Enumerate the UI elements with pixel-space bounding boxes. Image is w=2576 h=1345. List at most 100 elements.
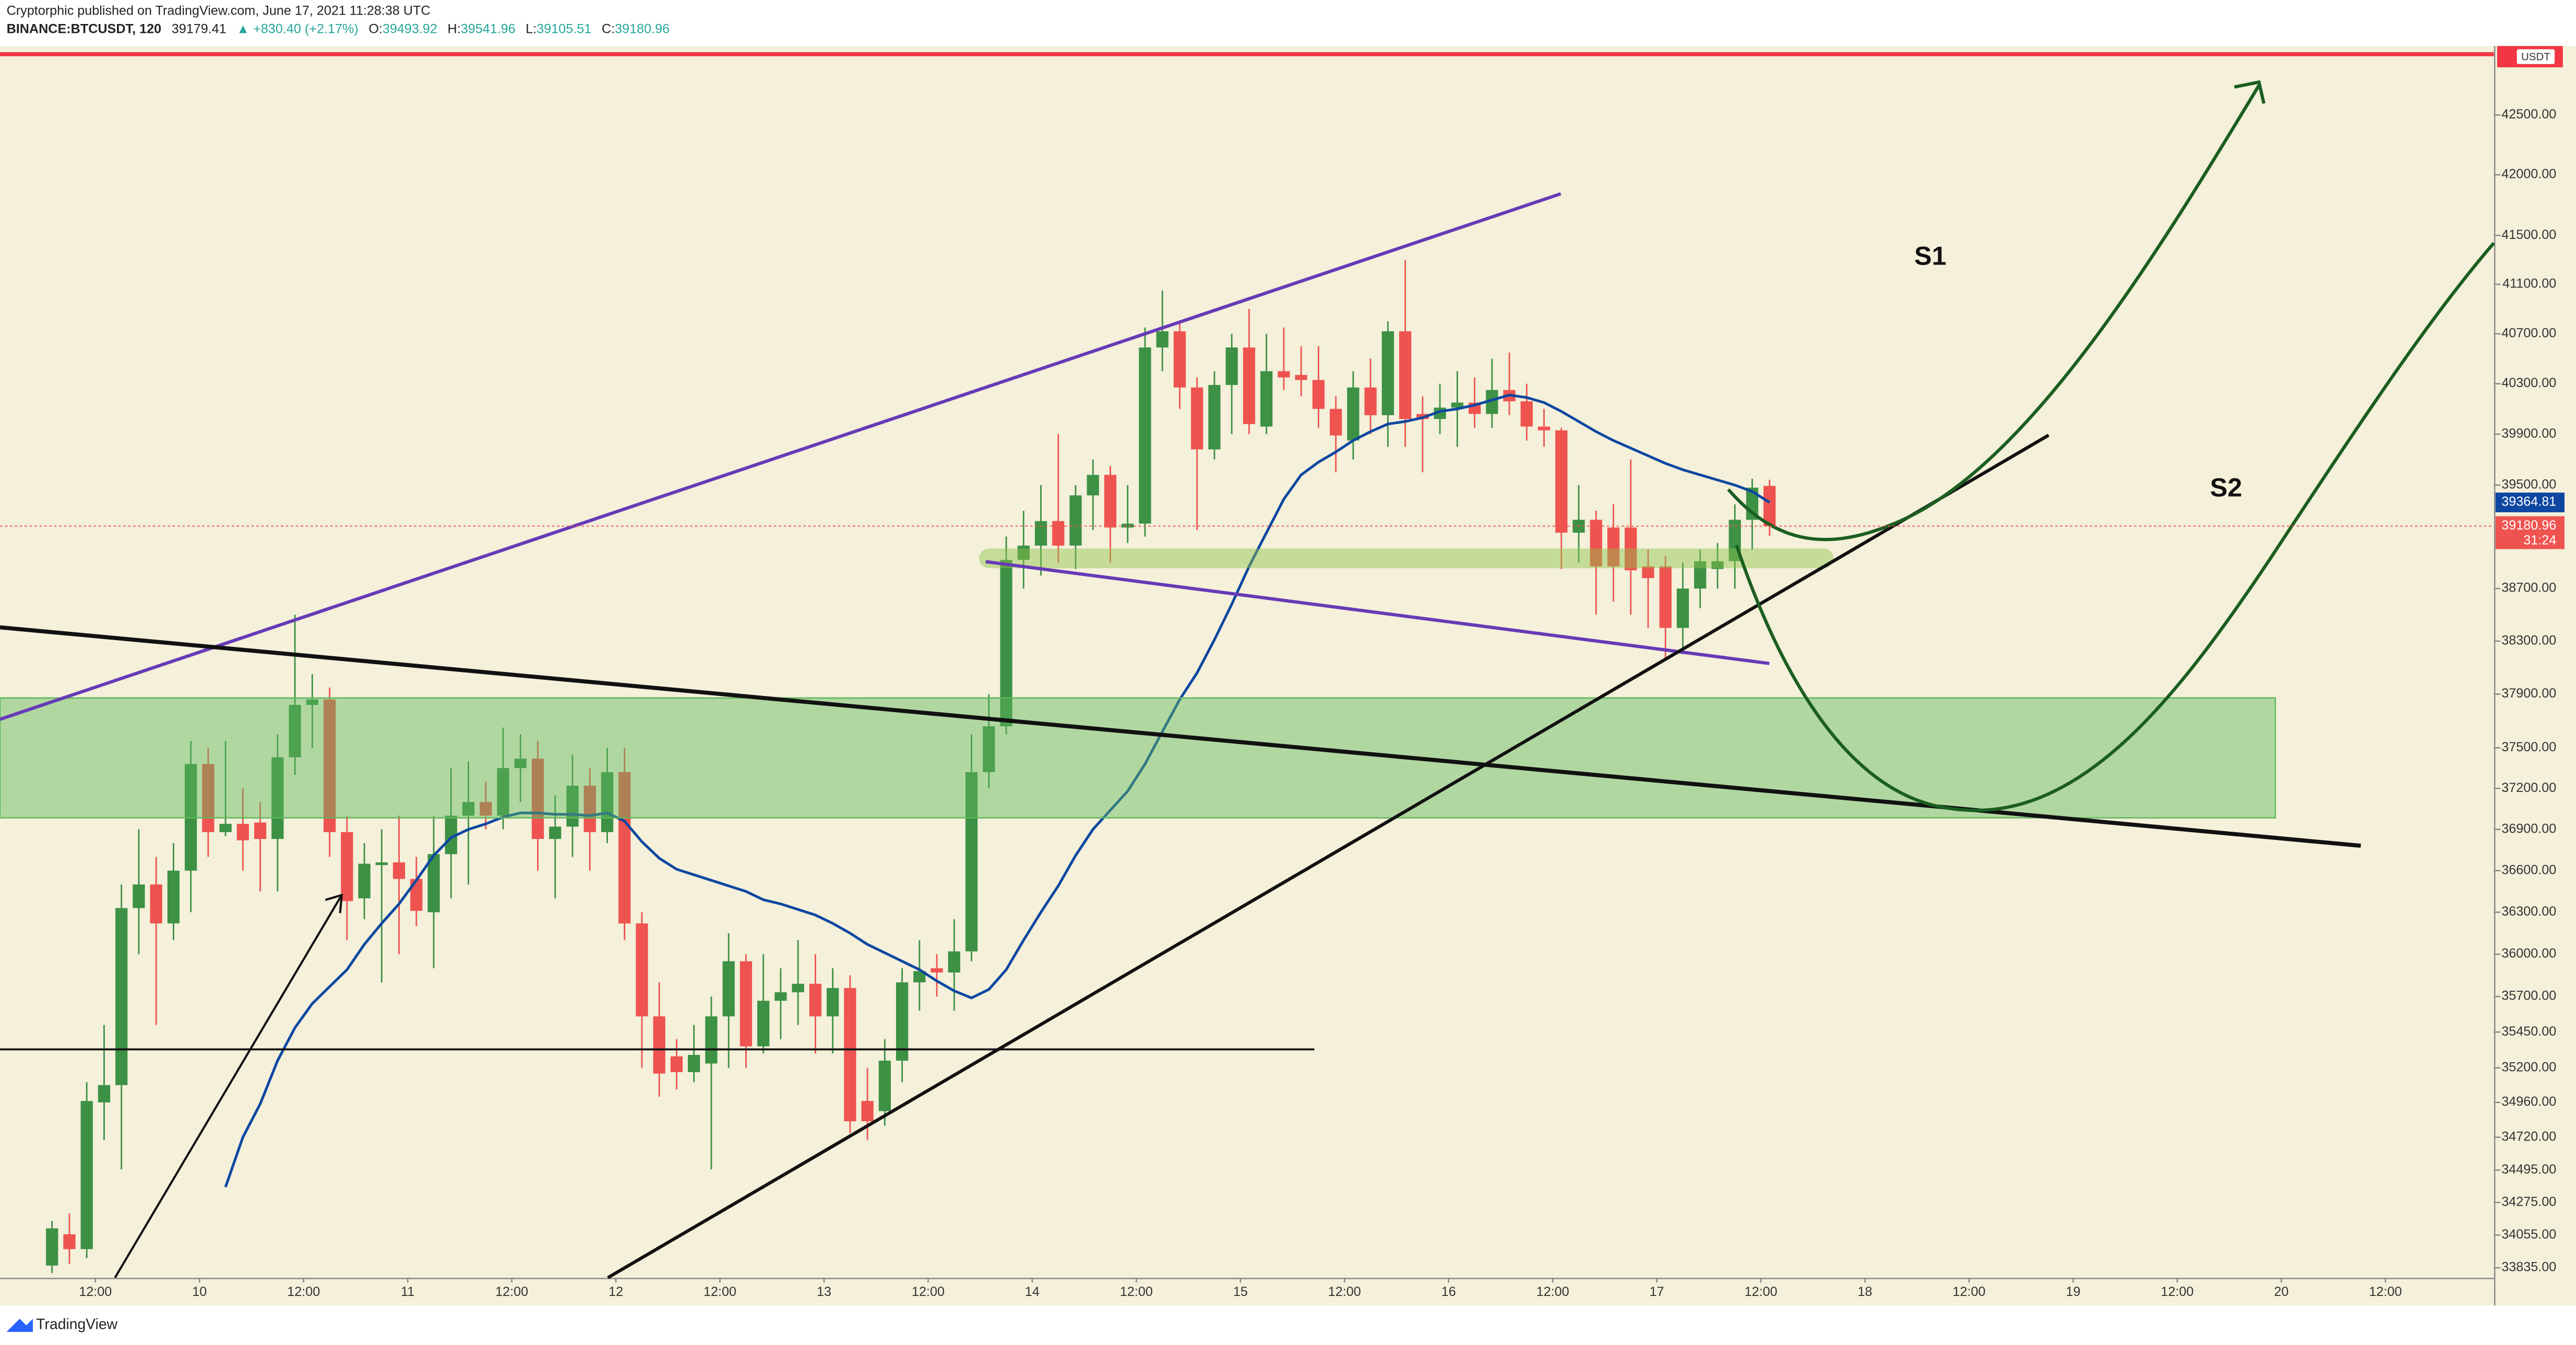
candle-body bbox=[1243, 347, 1256, 424]
candle-body bbox=[636, 923, 648, 1017]
candle-body bbox=[358, 863, 371, 898]
author-line: Cryptorphic published on TradingView.com… bbox=[7, 4, 431, 18]
candle-body bbox=[1537, 426, 1551, 430]
s1-path bbox=[1727, 80, 2265, 542]
x-tick-label: 12:00 bbox=[2369, 1284, 2402, 1299]
y-tick-label: 42000.00 bbox=[2501, 167, 2556, 182]
o-value: 39493.92 bbox=[383, 21, 437, 36]
candle-body bbox=[809, 983, 822, 1017]
header-bar bbox=[0, 0, 2576, 46]
y-tick-label: 36600.00 bbox=[2501, 862, 2556, 877]
y-tick-label: 38300.00 bbox=[2501, 633, 2556, 647]
x-tick-label: 16 bbox=[1441, 1284, 1456, 1299]
candle-body bbox=[1451, 402, 1464, 408]
candle-body bbox=[1052, 521, 1065, 546]
y-tick-label: 41100.00 bbox=[2502, 277, 2556, 291]
candle-body bbox=[1295, 375, 1307, 380]
x-tick-label: 11 bbox=[401, 1284, 414, 1299]
candle-body bbox=[1069, 495, 1082, 546]
ma-tag bbox=[2495, 493, 2565, 512]
x-tick-label: 12:00 bbox=[1536, 1284, 1569, 1299]
candle-body bbox=[1330, 409, 1342, 436]
y-tick-label: 36900.00 bbox=[2501, 821, 2556, 836]
candle-body bbox=[427, 854, 440, 912]
candle-body bbox=[133, 884, 145, 908]
candle-body bbox=[653, 1016, 665, 1074]
candle-body bbox=[462, 802, 475, 816]
candle-body bbox=[861, 1101, 874, 1122]
y-tick-label: 34055.00 bbox=[2501, 1227, 2556, 1242]
candle-body bbox=[722, 961, 735, 1017]
y-tick-label: 41500.00 bbox=[2501, 227, 2556, 242]
candle-body bbox=[341, 832, 353, 902]
candle-body bbox=[844, 988, 856, 1122]
l-value: 39105.51 bbox=[536, 21, 591, 36]
candle-body bbox=[1381, 331, 1394, 415]
y-tick-label: 39500.00 bbox=[2501, 477, 2556, 491]
candle-body bbox=[236, 824, 249, 840]
x-tick-label: 12:00 bbox=[1745, 1284, 1778, 1299]
currency-badge bbox=[2517, 49, 2555, 64]
candle-body bbox=[80, 1101, 93, 1250]
candle-body bbox=[63, 1234, 76, 1250]
candle-body bbox=[167, 870, 180, 923]
s2-path bbox=[1735, 242, 2495, 812]
y-tick-label: 34720.00 bbox=[2501, 1129, 2556, 1144]
candle-body bbox=[688, 1054, 700, 1073]
candle-body bbox=[1607, 527, 1620, 567]
candle-body bbox=[1104, 475, 1117, 528]
candle-body bbox=[219, 824, 232, 832]
symbol-line: BINANCE:BTCUSDT, 120 39179.41 ▲ +830.40 … bbox=[7, 21, 670, 36]
candle-body bbox=[445, 815, 457, 855]
brand: TradingView bbox=[6, 1316, 118, 1333]
candle-body bbox=[774, 992, 787, 1001]
candle-body bbox=[531, 759, 544, 839]
candle-body bbox=[1364, 387, 1377, 415]
marks-layer bbox=[46, 259, 1776, 1274]
candle-body bbox=[306, 699, 318, 705]
x-tick-label: 12:00 bbox=[79, 1284, 112, 1299]
candle-body bbox=[896, 982, 909, 1061]
candle-body bbox=[792, 983, 804, 992]
symbol: BINANCE:BTCUSDT, 120 bbox=[7, 21, 162, 36]
candle-body bbox=[1625, 527, 1637, 571]
candle-body bbox=[913, 971, 926, 982]
candle-body bbox=[1520, 401, 1533, 427]
c-label: C: bbox=[602, 21, 615, 36]
candle-body bbox=[1260, 371, 1273, 427]
candle-body bbox=[98, 1085, 111, 1103]
candle-body bbox=[1278, 371, 1290, 378]
x-tick-label: 15 bbox=[1233, 1284, 1248, 1299]
y-tick-label: 37900.00 bbox=[2501, 686, 2556, 701]
y-tick-label: 39900.00 bbox=[2501, 426, 2556, 441]
x-tick-label: 12:00 bbox=[912, 1284, 945, 1299]
x-tick-label: 13 bbox=[817, 1284, 831, 1299]
y-tick-label: 37200.00 bbox=[2501, 780, 2556, 795]
candle-body bbox=[965, 772, 978, 952]
candle-body bbox=[1156, 331, 1168, 348]
candle-body bbox=[1659, 566, 1672, 628]
y-tick-label: 34495.00 bbox=[2501, 1162, 2556, 1176]
currency: USDT bbox=[2521, 51, 2550, 63]
x-tick-label: 19 bbox=[2066, 1284, 2080, 1299]
x-tick-label: 12:00 bbox=[287, 1284, 320, 1299]
candle-body bbox=[1122, 523, 1134, 528]
candle-body bbox=[1711, 561, 1724, 569]
candle-body bbox=[1017, 545, 1030, 560]
support-zone bbox=[0, 697, 2276, 819]
candle-body bbox=[740, 961, 753, 1047]
y-tick-label: 35700.00 bbox=[2501, 989, 2556, 1003]
o-label: O: bbox=[368, 21, 383, 36]
x-tick-label: 12:00 bbox=[2161, 1284, 2193, 1299]
candle-body bbox=[1486, 390, 1498, 414]
y-tick-label: 40700.00 bbox=[2501, 326, 2556, 340]
candle-body bbox=[1087, 475, 1099, 496]
candle-body bbox=[375, 862, 388, 866]
candle-body bbox=[323, 699, 336, 832]
candle-body bbox=[1312, 380, 1325, 409]
candle-body bbox=[289, 705, 301, 758]
last-price-label: 39180.96 bbox=[2501, 518, 2556, 533]
x-tick-label: 20 bbox=[2274, 1284, 2288, 1299]
y-tick-label: 42500.00 bbox=[2501, 107, 2556, 122]
scenario-label: S1 bbox=[1914, 241, 1947, 270]
